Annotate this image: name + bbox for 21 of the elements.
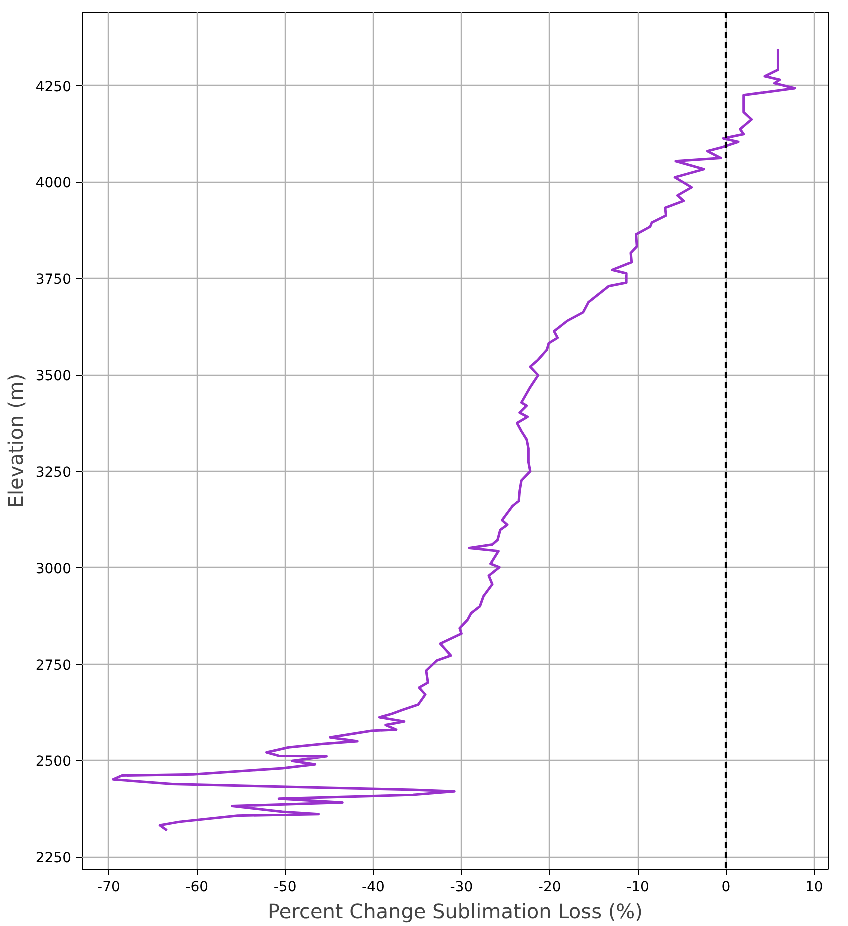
x-tick-label: -60 — [186, 880, 209, 896]
x-tick-label: -20 — [538, 880, 562, 896]
y-tick-label: 3000 — [36, 561, 72, 578]
line-series — [112, 48, 796, 832]
y-tick-label: 4250 — [36, 79, 72, 96]
x-tick-label: -70 — [98, 880, 120, 896]
x-tick-label: -40 — [362, 880, 385, 896]
y-tick-label: 3250 — [36, 464, 72, 481]
y-tick-label: 4000 — [36, 176, 72, 192]
y-axis-title: Elevation (m) — [4, 374, 28, 508]
x-tick-label: -30 — [450, 880, 474, 896]
y-tick-label: 3750 — [36, 272, 72, 288]
y-tick-label: 2250 — [36, 850, 72, 867]
x-tick-label: 10 — [805, 880, 824, 896]
y-tick-label: 3500 — [36, 368, 72, 385]
x-tick-label: -50 — [274, 880, 297, 896]
x-axis-title: Percent Change Sublimation Loss (%) — [268, 900, 643, 924]
x-tick-label: 0 — [722, 880, 731, 896]
y-tick-label: 2750 — [36, 658, 72, 674]
y-tick-label: 2500 — [36, 754, 72, 770]
x-tick-label: -10 — [626, 880, 650, 896]
